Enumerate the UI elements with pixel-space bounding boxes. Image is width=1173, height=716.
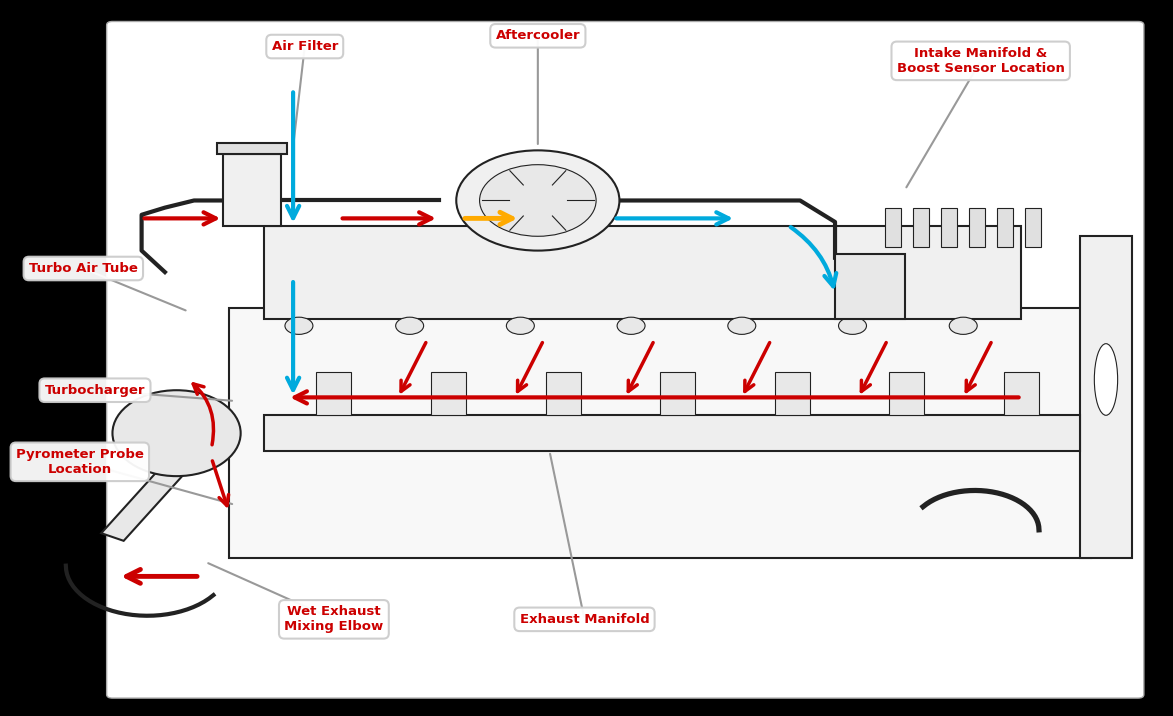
Bar — [997, 208, 1013, 247]
FancyArrow shape — [101, 469, 182, 541]
Ellipse shape — [113, 390, 240, 476]
Circle shape — [480, 165, 596, 236]
Bar — [317, 372, 352, 415]
Ellipse shape — [1094, 344, 1118, 415]
Circle shape — [285, 317, 313, 334]
Text: Intake Manifold &
Boost Sensor Location: Intake Manifold & Boost Sensor Location — [897, 47, 1065, 75]
Bar — [775, 372, 809, 415]
Bar — [223, 154, 282, 226]
Bar — [835, 254, 904, 319]
Bar — [1004, 372, 1039, 415]
Bar — [969, 208, 985, 247]
Bar — [1025, 208, 1042, 247]
Circle shape — [456, 150, 619, 251]
Bar — [229, 308, 1091, 558]
FancyBboxPatch shape — [107, 21, 1144, 698]
Bar — [264, 226, 1022, 319]
Bar — [264, 415, 1080, 451]
Text: Turbocharger: Turbocharger — [45, 384, 145, 397]
Bar — [886, 208, 902, 247]
Bar — [430, 372, 466, 415]
Circle shape — [395, 317, 423, 334]
Text: Air Filter: Air Filter — [272, 40, 338, 53]
Text: Exhaust Manifold: Exhaust Manifold — [520, 613, 650, 626]
Bar — [545, 372, 581, 415]
Circle shape — [727, 317, 755, 334]
Circle shape — [617, 317, 645, 334]
Bar — [941, 208, 957, 247]
Bar — [1080, 236, 1132, 558]
Circle shape — [507, 317, 535, 334]
Circle shape — [839, 317, 867, 334]
Bar — [913, 208, 929, 247]
Text: Aftercooler: Aftercooler — [495, 29, 581, 42]
Circle shape — [949, 317, 977, 334]
Text: Turbo Air Tube: Turbo Air Tube — [29, 262, 137, 275]
Bar — [217, 143, 287, 154]
Text: Pyrometer Probe
Location: Pyrometer Probe Location — [16, 448, 144, 476]
Bar — [889, 372, 924, 415]
Bar — [660, 372, 696, 415]
Text: Wet Exhaust
Mixing Elbow: Wet Exhaust Mixing Elbow — [284, 605, 384, 634]
